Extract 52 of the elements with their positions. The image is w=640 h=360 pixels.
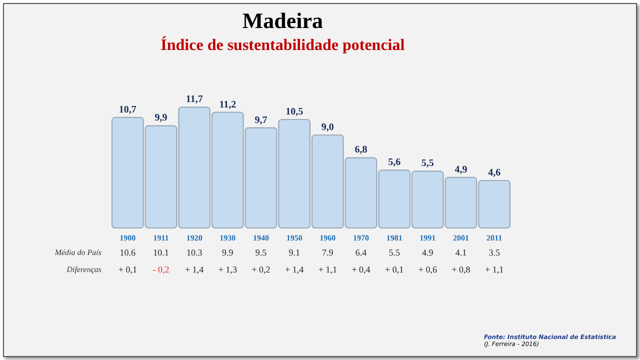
x-tick-label: 1950	[286, 234, 302, 242]
text: + 1,1	[318, 264, 337, 274]
text: 9.9	[222, 248, 234, 258]
text: 5.5	[388, 248, 400, 258]
text: + 1,1	[485, 264, 504, 274]
x-tick-label: 1960	[320, 234, 336, 242]
text: 10.1	[153, 248, 169, 258]
text: + 0,8	[452, 264, 471, 274]
text: + 0,2	[252, 264, 270, 274]
data-label: 5,6	[388, 157, 401, 168]
data-label: 5,5	[421, 158, 434, 170]
x-tick-label: 2001	[453, 234, 469, 242]
x-tick-label: 1970	[353, 234, 369, 242]
text: Diferenças	[66, 265, 102, 274]
chart-subtitle: Índice de sustentabilidade potencial	[160, 36, 406, 54]
x-tick-label: 1940	[253, 234, 269, 242]
data-label: 9,0	[321, 122, 334, 133]
text: Média do País	[54, 248, 102, 257]
data-label: 9,9	[154, 112, 168, 124]
text: 7.9	[322, 248, 334, 258]
data-label: 6,8	[354, 144, 368, 156]
text: 10.6	[120, 248, 136, 258]
data-label: 4,6	[488, 167, 501, 178]
x-tick-label: 1981	[386, 234, 402, 242]
text: + 0,1	[118, 264, 137, 274]
text: + 0,1	[385, 264, 404, 274]
data-label: 10,5	[286, 106, 304, 118]
data-label: 10,7	[118, 104, 136, 116]
text: 9.1	[288, 248, 300, 258]
text: 4.9	[422, 248, 434, 258]
text: + 1,4	[185, 264, 204, 274]
text: + 0,6	[418, 264, 438, 274]
chart-title: Madeira	[242, 8, 323, 34]
text: + 0,4	[352, 264, 371, 274]
x-tick-label: 1920	[186, 234, 202, 242]
data-label: 9,7	[254, 114, 268, 126]
text: 10.3	[186, 248, 203, 258]
x-tick-label: 1930	[220, 234, 236, 242]
x-tick-label: 2011	[486, 234, 502, 242]
x-tick-label: 1911	[153, 234, 169, 242]
text: 9.5	[255, 248, 268, 258]
text: + 1,3	[218, 264, 238, 274]
text: 6.4	[355, 248, 368, 258]
data-label: 11,2	[219, 99, 236, 110]
data-label: 11,7	[186, 94, 203, 106]
text: 4.1	[455, 248, 467, 258]
data-label: 4,9	[454, 164, 468, 176]
x-tick-label: 1991	[420, 234, 436, 242]
text: - 0,2	[152, 264, 170, 274]
text: + 1,4	[285, 264, 304, 274]
text: 3.5	[488, 248, 500, 258]
x-tick-label: 1900	[120, 234, 136, 242]
